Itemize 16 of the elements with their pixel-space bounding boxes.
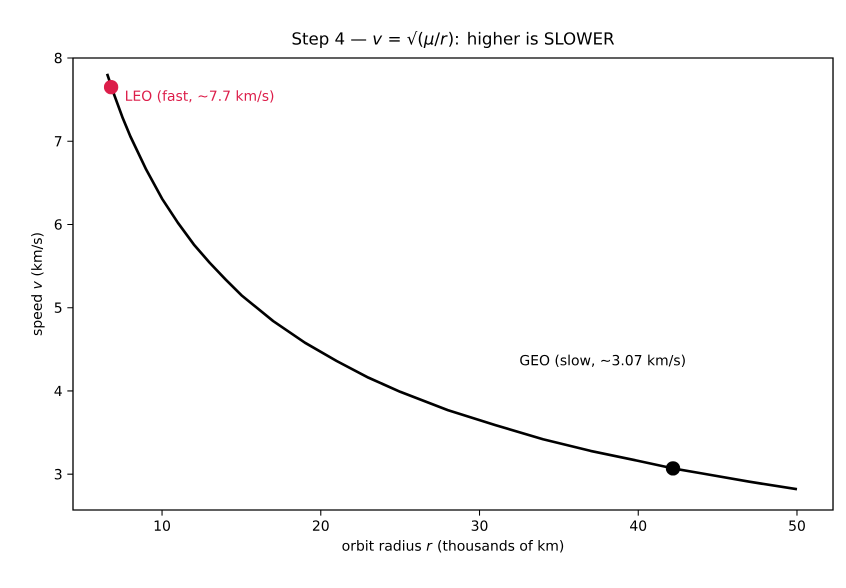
x-tick-label: 30 bbox=[472, 520, 488, 531]
y-tick-label: 8 bbox=[54, 52, 62, 64]
y-tick-label: 4 bbox=[54, 386, 62, 396]
y-tick-label: 5 bbox=[54, 302, 62, 313]
x-tick-label: 50 bbox=[789, 520, 805, 531]
y-tick-label: 3 bbox=[54, 468, 62, 480]
annotation: GEO (slow, ~3.07 km/s) bbox=[520, 354, 685, 368]
annotation: LEO (fast, ~7.7 km/s) bbox=[126, 90, 274, 103]
y-tick-label: 7 bbox=[54, 136, 62, 146]
chart-title: Step 4 — v = √(μ/r): higher is SLOWER bbox=[292, 31, 614, 48]
x-tick-label: 40 bbox=[630, 520, 646, 531]
y-tick-label: 6 bbox=[54, 219, 62, 230]
x-tick-label: 20 bbox=[312, 520, 329, 531]
x-axis-title: orbit radius r (thousands of km) bbox=[342, 540, 564, 552]
y-axis-title: speed v (km/s) bbox=[31, 233, 45, 336]
x-tick-label: 10 bbox=[154, 520, 170, 531]
